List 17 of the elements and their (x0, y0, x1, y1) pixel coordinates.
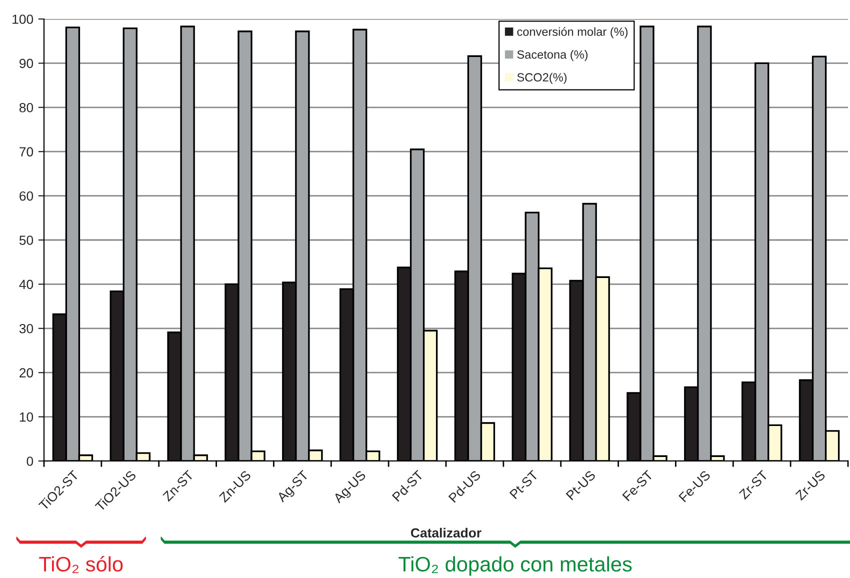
legend-label: Sacetona (%) (517, 50, 588, 62)
y-tick-label: 30 (19, 324, 34, 334)
y-tick-label: 60 (20, 191, 34, 201)
x-axis-title: Catalizador (410, 528, 482, 538)
legend-label: conversión molar (%) (517, 27, 628, 38)
legend-label: SCO2(%) (517, 72, 567, 84)
y-tick-label: 10 (20, 412, 34, 422)
y-tick-label: 40 (19, 280, 34, 290)
y-tick-label: 80 (19, 102, 34, 112)
y-tick-label: 70 (20, 147, 34, 157)
y-tick-label: 90 (20, 58, 34, 68)
y-tick-label: 20 (20, 368, 34, 378)
y-tick-label: 100 (12, 14, 34, 24)
text: TiO₂ dopado con metales (398, 556, 632, 576)
text: TiO₂ sólo (39, 556, 123, 574)
y-tick-label: 50 (19, 236, 34, 245)
y-tick-label: 0 (26, 456, 34, 466)
